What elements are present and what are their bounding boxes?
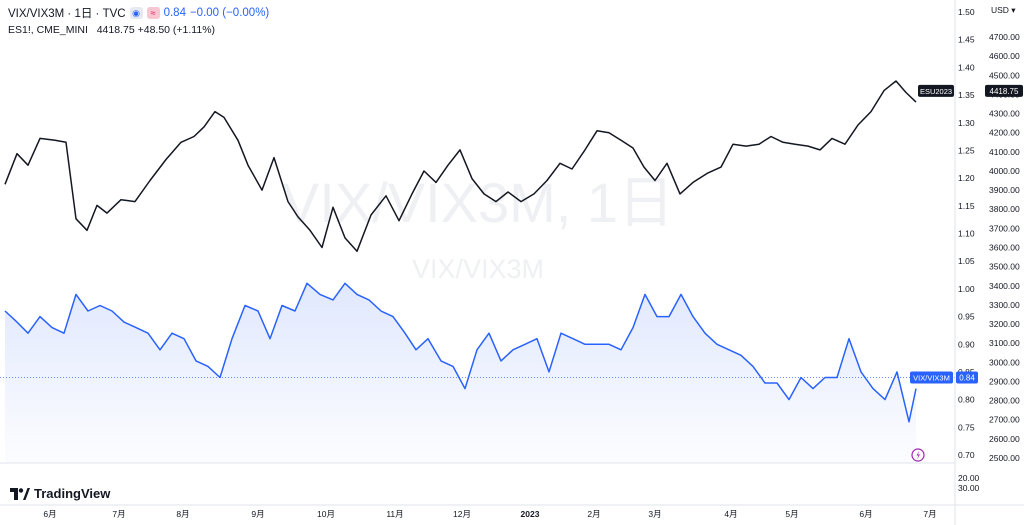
secondary-symbol[interactable]: ES1!, CME_MINI xyxy=(8,24,88,36)
time-tick-label: 10月 xyxy=(317,509,335,519)
secondary-change: +48.50 (+1.11%) xyxy=(137,24,216,36)
vix-tick-label: 1.15 xyxy=(958,201,975,211)
es-tick-label: 3400.00 xyxy=(989,281,1020,291)
es-tick-label: 2600.00 xyxy=(989,434,1020,444)
es-tick-label: 2900.00 xyxy=(989,376,1020,386)
vix-symbol-tag: VIX/VIX3M xyxy=(910,371,953,384)
vix-tick-label: 1.35 xyxy=(958,90,975,100)
bottom-pane-tick-label: 20.00 xyxy=(958,473,980,483)
secondary-value: 4418.75 xyxy=(96,24,135,36)
vix-tick-label: 1.40 xyxy=(958,62,975,72)
es-tick-label: 3100.00 xyxy=(989,338,1020,348)
currency-selector[interactable]: USD ▾ xyxy=(991,5,1016,15)
change-value: −0.00 (−0.00%) xyxy=(189,7,270,19)
es-tick-label: 3500.00 xyxy=(989,262,1020,272)
es-tick-label: 3700.00 xyxy=(989,223,1020,233)
alert-icon[interactable] xyxy=(911,448,925,462)
es-symbol-tag-label: ESU2023 xyxy=(920,87,952,96)
es-last-value-tag: 4418.75 xyxy=(985,84,1023,97)
es-last-value-label: 4418.75 xyxy=(990,87,1019,96)
time-tick-label: 9月 xyxy=(251,509,264,519)
time-tick-label: 2023 xyxy=(521,509,540,519)
es-tick-label: 4700.00 xyxy=(989,32,1020,42)
es-tick-label: 2700.00 xyxy=(989,415,1020,425)
settings-icon[interactable]: ≈ xyxy=(146,7,160,19)
vix-tick-label: 1.45 xyxy=(958,35,975,45)
legend-main: VIX/VIX3M · 1日 · TVC ◉ ≈ 0.84 −0.00 (−0.… xyxy=(8,5,269,21)
time-tick-label: 11月 xyxy=(386,509,403,519)
time-tick-label: 12月 xyxy=(453,509,471,519)
es-tick-label: 2800.00 xyxy=(989,396,1020,406)
vix-area-fill xyxy=(5,283,916,463)
time-tick-label: 7月 xyxy=(112,509,125,519)
vix-tick-label: 1.50 xyxy=(958,7,975,17)
price-tags: ESU2023 4418.75 VIX/VIX3M 0.84 xyxy=(910,84,1023,384)
vix-symbol-tag-label: VIX/VIX3M xyxy=(913,373,950,382)
vix-series xyxy=(0,282,955,463)
time-tick-label: 5月 xyxy=(785,509,798,519)
es-tick-label: 4000.00 xyxy=(989,166,1020,176)
time-tick-label: 2月 xyxy=(587,509,600,519)
es-tick-label: 3800.00 xyxy=(989,204,1020,214)
es-tick-label: 3000.00 xyxy=(989,357,1020,367)
vix-tick-label: 1.10 xyxy=(958,229,975,239)
time-tick-label: 3月 xyxy=(648,509,661,519)
brand-name: TradingView xyxy=(34,486,111,501)
vix-tick-label: 0.75 xyxy=(958,422,975,432)
legend-secondary: ES1!, CME_MINI 4418.75 +48.50 (+1.11%) xyxy=(8,24,215,36)
symbol-label[interactable]: VIX/VIX3M · 1日 · TVC xyxy=(8,8,126,20)
vix-tick-label: 1.00 xyxy=(958,284,975,294)
es-tick-label: 3600.00 xyxy=(989,243,1020,253)
vix-tick-label: 0.95 xyxy=(958,312,975,322)
watermark-small: VIX/VIX3M xyxy=(412,254,544,284)
eye-icon[interactable]: ◉ xyxy=(129,7,143,19)
es-tick-label: 3300.00 xyxy=(989,300,1020,310)
last-value: 0.84 xyxy=(163,7,186,19)
watermark-large: VIX/VIX3M, 1日 xyxy=(282,171,674,234)
es-tick-label: 3200.00 xyxy=(989,319,1020,329)
vix-tick-label: 0.90 xyxy=(958,339,975,349)
vix-tick-label: 1.20 xyxy=(958,173,975,183)
es-tick-label: 4600.00 xyxy=(989,51,1020,61)
es-tick-label: 3900.00 xyxy=(989,185,1020,195)
time-tick-label: 7月 xyxy=(923,509,936,519)
time-axis[interactable]: 6月 7月 8月 9月 10月 11月 12月 2023 2月 3月 4月 5月 6月 7月 xyxy=(43,509,936,519)
price-scale-vix[interactable]: 1.50 1.45 1.40 1.35 1.30 1.25 1.20 1.15 1.10 1.05… xyxy=(958,7,975,460)
tradingview-logo-icon xyxy=(10,487,30,500)
price-scale-es[interactable]: 4700.004600.004500.004400.004300.004200.… xyxy=(989,32,1020,463)
es-tick-label: 2500.00 xyxy=(989,453,1020,463)
vix-tick-label: 0.70 xyxy=(958,450,975,460)
es-symbol-tag: ESU2023 xyxy=(918,84,954,97)
vix-tick-label: 1.25 xyxy=(958,145,975,155)
vix-last-value-tag: 0.84 xyxy=(956,371,978,384)
es-tick-label: 4300.00 xyxy=(989,109,1020,119)
vix-tick-label: 0.80 xyxy=(958,395,975,405)
time-tick-label: 8月 xyxy=(176,509,189,519)
time-tick-label: 6月 xyxy=(859,509,872,519)
vix-line xyxy=(4,282,917,423)
time-tick-label: 4月 xyxy=(724,509,737,519)
bottom-pane-tick-label: 30.00 xyxy=(958,483,980,493)
vix-tick-label: 1.05 xyxy=(958,256,975,266)
es-tick-label: 4200.00 xyxy=(989,128,1020,138)
time-tick-label: 6月 xyxy=(43,509,56,519)
es-tick-label: 4500.00 xyxy=(989,70,1020,80)
es-tick-label: 4100.00 xyxy=(989,147,1020,157)
tradingview-logo[interactable]: TradingView xyxy=(10,486,110,501)
es-series xyxy=(4,80,917,253)
vix-tick-label: 1.30 xyxy=(958,118,975,128)
es-line xyxy=(4,80,917,253)
vix-last-value-label: 0.84 xyxy=(959,373,975,382)
